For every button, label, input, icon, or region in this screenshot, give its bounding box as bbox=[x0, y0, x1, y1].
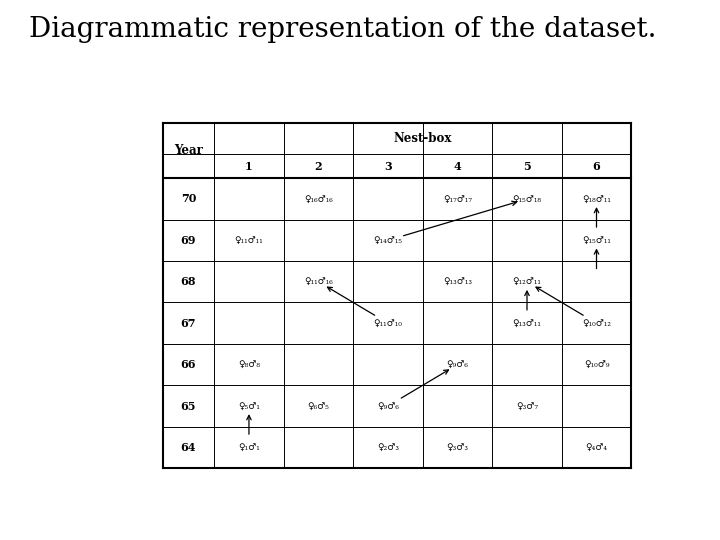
Text: ♀₃♂₃: ♀₃♂₃ bbox=[446, 443, 469, 452]
Text: 6: 6 bbox=[593, 161, 600, 172]
Text: ♀₁₄♂₁₅: ♀₁₄♂₁₅ bbox=[374, 236, 402, 245]
Text: ♀₅♂₁: ♀₅♂₁ bbox=[238, 402, 260, 410]
Text: ♀₁₁♂₁₁: ♀₁₁♂₁₁ bbox=[235, 236, 264, 245]
Text: 64: 64 bbox=[181, 442, 196, 453]
Text: ♀₃♂₇: ♀₃♂₇ bbox=[516, 402, 538, 410]
Text: 4: 4 bbox=[454, 161, 462, 172]
Text: 2: 2 bbox=[315, 161, 323, 172]
Text: ♀₆♂₅: ♀₆♂₅ bbox=[307, 402, 330, 410]
Text: ♀₁₀♂₁₂: ♀₁₀♂₁₂ bbox=[582, 319, 611, 328]
Text: ♀₁₁♂₁₀: ♀₁₁♂₁₀ bbox=[374, 319, 402, 328]
Text: ♀₁₃♂₁₃: ♀₁₃♂₁₃ bbox=[443, 277, 472, 286]
Text: Year: Year bbox=[174, 144, 203, 157]
Text: 66: 66 bbox=[181, 359, 196, 370]
Text: ♀₉♂₆: ♀₉♂₆ bbox=[377, 402, 399, 410]
Text: 68: 68 bbox=[181, 276, 196, 287]
Text: 5: 5 bbox=[523, 161, 531, 172]
Text: ♀₁₇♂₁₇: ♀₁₇♂₁₇ bbox=[443, 194, 472, 204]
Text: ♀₁₂♂₁₁: ♀₁₂♂₁₁ bbox=[513, 277, 541, 286]
Text: ♀₁₆♂₁₆: ♀₁₆♂₁₆ bbox=[304, 194, 333, 204]
Text: ♀₁₈♂₁₁: ♀₁₈♂₁₁ bbox=[582, 194, 611, 204]
Text: Nest-box: Nest-box bbox=[394, 132, 452, 145]
Text: 70: 70 bbox=[181, 193, 196, 205]
Text: ♀₉♂₆: ♀₉♂₆ bbox=[446, 360, 469, 369]
Text: 65: 65 bbox=[181, 401, 196, 411]
Text: 67: 67 bbox=[181, 318, 196, 329]
Text: ♀₂♂₃: ♀₂♂₃ bbox=[377, 443, 399, 452]
Text: ♀₁₅♂₁₁: ♀₁₅♂₁₁ bbox=[582, 236, 611, 245]
Text: 69: 69 bbox=[181, 235, 196, 246]
Text: Diagrammatic representation of the dataset.: Diagrammatic representation of the datas… bbox=[29, 16, 657, 43]
Text: 3: 3 bbox=[384, 161, 392, 172]
Text: ♀₄♂₄: ♀₄♂₄ bbox=[585, 443, 608, 452]
Text: 1: 1 bbox=[245, 161, 253, 172]
Text: ♀₁₅♂₁₈: ♀₁₅♂₁₈ bbox=[513, 194, 541, 204]
Text: ♀₁₃♂₁₁: ♀₁₃♂₁₁ bbox=[513, 319, 541, 328]
Text: ♀₁₁♂₁₆: ♀₁₁♂₁₆ bbox=[304, 277, 333, 286]
Text: ♀₁₀♂₉: ♀₁₀♂₉ bbox=[584, 360, 609, 369]
Text: ♀₁♂₁: ♀₁♂₁ bbox=[238, 443, 260, 452]
Text: ♀₈♂₈: ♀₈♂₈ bbox=[238, 360, 260, 369]
